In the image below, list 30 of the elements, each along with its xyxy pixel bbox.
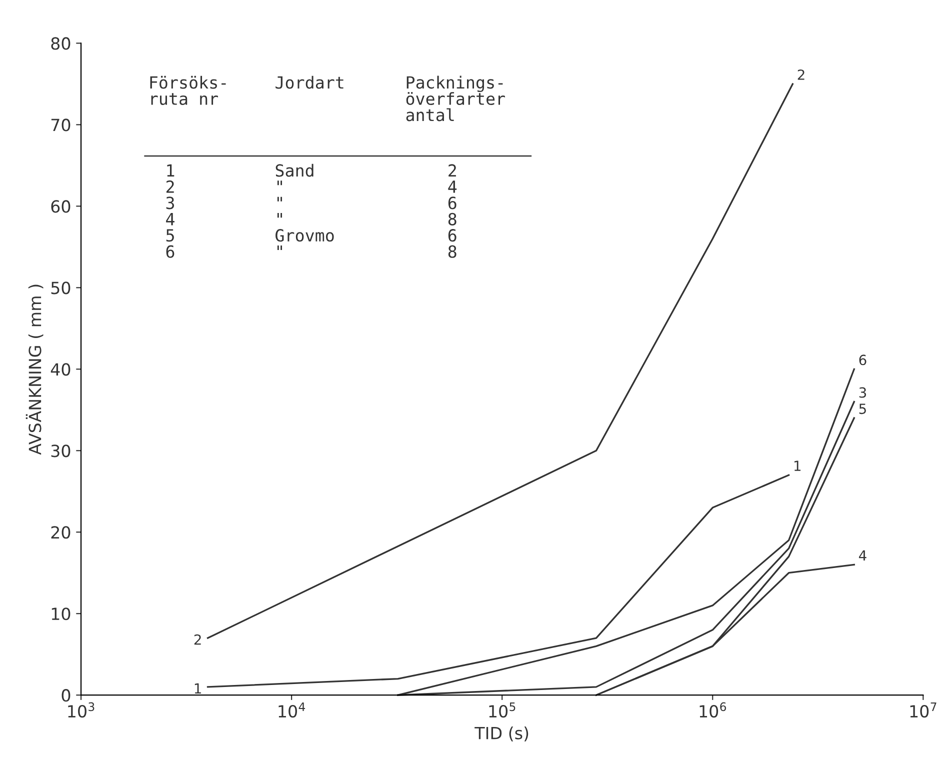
y-tick-label: 70 — [51, 118, 70, 132]
annotation: Sand " " " Grovmo " — [276, 164, 334, 250]
series-label: 5 — [859, 404, 866, 414]
series-label: 3 — [859, 387, 866, 398]
annotation: Packnings- överfarter antal — [406, 76, 505, 122]
series-label: 2 — [798, 69, 804, 80]
annotation: 2 4 6 8 6 8 — [448, 164, 457, 258]
x-tick-label: 10$^{7}$ — [910, 702, 936, 718]
x-tick-label: 10$^{6}$ — [700, 702, 726, 718]
text: 1 — [794, 460, 800, 471]
annotation: Jordart — [276, 76, 344, 89]
y-tick-label: 50 — [51, 282, 70, 294]
x-tick-label: 10$^{5}$ — [489, 702, 516, 718]
text: 2 — [194, 634, 201, 645]
y-tick-label: 30 — [51, 444, 70, 458]
y-tick-label: 20 — [51, 526, 70, 539]
series-label: 1 — [194, 683, 201, 694]
y-tick-label: 0 — [62, 689, 70, 702]
series-label: 4 — [858, 550, 866, 561]
x-tick-label: 10$^{4}$ — [278, 702, 306, 718]
y-tick-label: 80 — [51, 37, 70, 50]
annotation: 1 2 3 4 5 6 — [166, 164, 174, 258]
y-tick-label: 40 — [50, 363, 70, 376]
y-tick-label: 10 — [52, 608, 70, 620]
y-axis-title: AVSÄNKNING ( mm ) — [26, 284, 44, 455]
annotation: Försöks- ruta nr — [150, 76, 226, 106]
y-tick-label: 60 — [51, 200, 70, 213]
series-label: 6 — [859, 354, 866, 366]
x-tick-label: 10$^{3}$ — [68, 702, 94, 718]
x-axis-title: TID (s) — [474, 726, 528, 742]
